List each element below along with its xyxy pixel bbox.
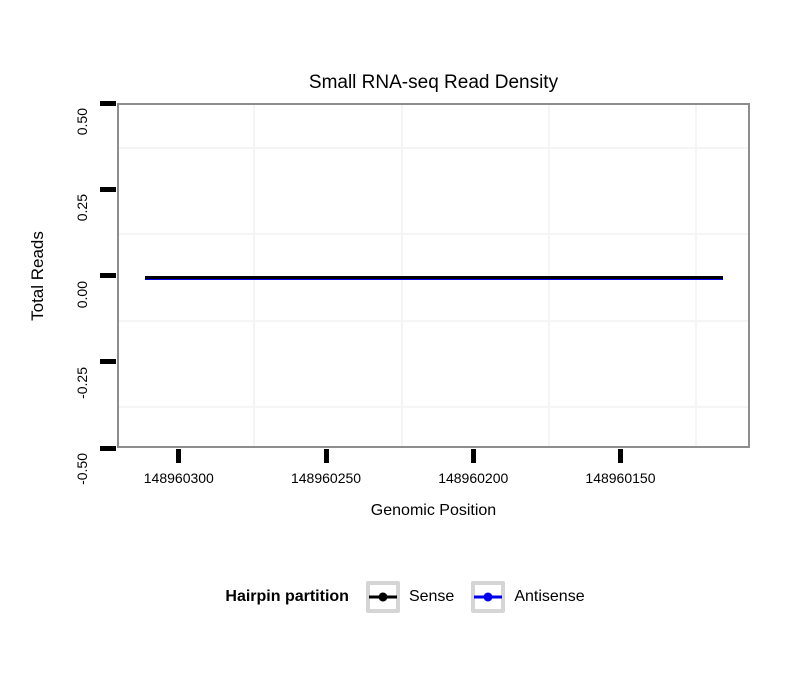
legend-label-antisense: Antisense	[514, 588, 585, 605]
legend-entry-antisense: Antisense	[471, 581, 585, 613]
y-tick-mark	[100, 100, 116, 106]
x-tick-label: 148960300	[143, 470, 214, 486]
minor-gridline-horizontal	[119, 233, 748, 236]
y-tick-label: -0.50	[74, 453, 90, 485]
x-tick-mark	[617, 449, 623, 463]
data-line-sense	[145, 276, 723, 279]
y-tick-mark	[100, 445, 116, 451]
y-axis-title-text: Total Reads	[28, 231, 47, 321]
minor-gridline-horizontal	[119, 405, 748, 408]
chart-title: Small RNA-seq Read Density	[308, 72, 559, 93]
legend-entry-sense: Sense	[365, 581, 455, 613]
x-tick-label: 148960200	[438, 470, 509, 486]
x-tick-mark	[176, 449, 182, 463]
x-tick-label: 148960250	[290, 470, 362, 486]
y-tick-mark	[100, 273, 116, 278]
x-tick-mark	[323, 449, 329, 463]
minor-gridline-horizontal	[119, 147, 748, 150]
x-tick-label: 148960150	[585, 470, 656, 486]
x-tick-mark	[470, 449, 476, 463]
minor-gridline-horizontal	[119, 319, 748, 322]
antisense-point-icon	[483, 592, 493, 602]
legend-label-sense: Sense	[408, 588, 455, 605]
x-axis-title: Genomic Position	[370, 502, 497, 519]
y-tick-label: 0.50	[74, 108, 90, 136]
y-tick-mark	[100, 186, 116, 192]
legend: Hairpin partition Sense Antisense	[0, 581, 810, 613]
y-tick-mark	[100, 359, 116, 365]
legend-title: Hairpin partition	[225, 588, 349, 605]
y-tick-label: 0.25	[74, 194, 90, 222]
legend-key-antisense	[471, 581, 506, 613]
legend-key-sense	[365, 581, 400, 613]
plot-panel	[117, 103, 750, 448]
y-tick-label: 0.00	[74, 280, 90, 308]
sense-point-icon	[378, 592, 388, 602]
y-tick-label: -0.25	[74, 366, 90, 399]
